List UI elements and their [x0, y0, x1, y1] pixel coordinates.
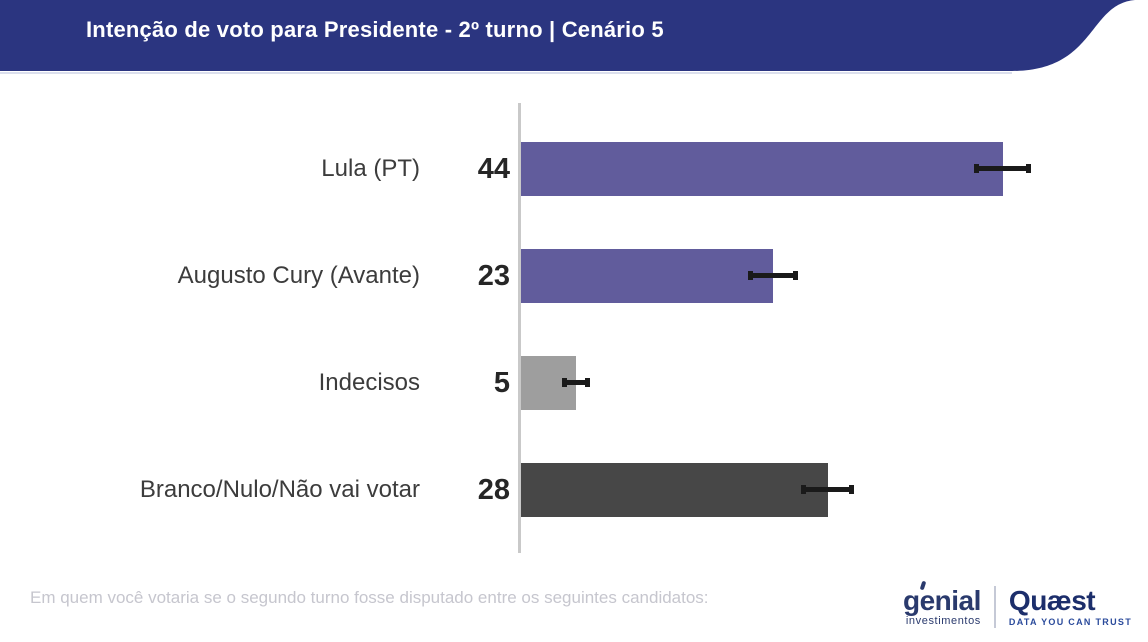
- bar: [521, 249, 773, 303]
- page-title: Intenção de voto para Presidente - 2º tu…: [86, 17, 664, 42]
- error-bar-cap: [748, 271, 753, 280]
- header-underline: [0, 72, 1012, 74]
- error-bar-cap: [1026, 164, 1031, 173]
- bar-row: Augusto Cury (Avante) 23: [0, 249, 1148, 303]
- category-label: Augusto Cury (Avante): [177, 262, 420, 289]
- survey-question: Em quem você votaria se o segundo turno …: [30, 588, 709, 607]
- error-bar-cap: [801, 485, 806, 494]
- bar-row: Indecisos 5: [0, 356, 1148, 410]
- error-bar-cap: [793, 271, 798, 280]
- quaest-logo: Quæst DATA YOU CAN TRUST: [1009, 587, 1132, 627]
- error-bar-cap: [562, 378, 567, 387]
- value-label: 28: [477, 474, 510, 506]
- error-bar-cap: [585, 378, 590, 387]
- axis-line: [518, 103, 521, 553]
- value-label: 5: [493, 367, 510, 399]
- bar-row: Branco/Nulo/Não vai votar 28: [0, 463, 1148, 517]
- error-bar-cap: [974, 164, 979, 173]
- bar-row: Lula (PT) 44: [0, 142, 1148, 196]
- bar-chart: Lula (PT) 44 Augusto Cury (Avante) 23 Indeci…: [0, 103, 1148, 555]
- quaest-tagline: DATA YOU CAN TRUST: [1008, 617, 1132, 627]
- value-label: 44: [477, 153, 510, 185]
- bar: [521, 463, 828, 517]
- error-bar: [748, 271, 798, 280]
- genial-logo: genial investimentos: [903, 580, 981, 627]
- genial-subtitle: investimentos: [905, 615, 981, 627]
- bar: [521, 142, 1003, 196]
- category-label: Lula (PT): [321, 155, 420, 182]
- value-label: 23: [477, 260, 510, 292]
- logo-divider: [993, 586, 996, 628]
- brand-area: genial investimentos Quæst DATA YOU CAN …: [903, 578, 1132, 636]
- error-bar: [974, 164, 1031, 173]
- header-band: [0, 0, 1135, 71]
- quaest-wordmark: Quæst: [1008, 585, 1096, 616]
- error-bar: [801, 485, 854, 494]
- category-label: Branco/Nulo/Não vai votar: [139, 476, 420, 503]
- genial-wordmark: genial: [903, 585, 981, 616]
- error-bar-cap: [849, 485, 854, 494]
- category-label: Indecisos: [318, 369, 420, 396]
- error-bar: [562, 378, 590, 387]
